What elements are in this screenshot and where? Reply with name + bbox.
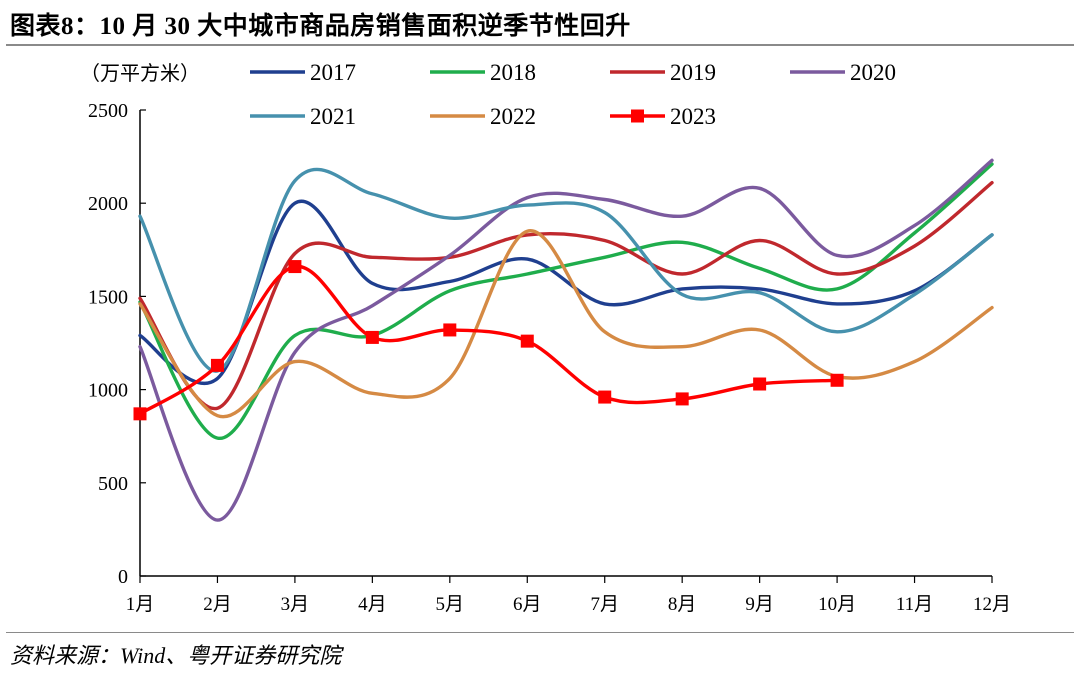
legend-label-2023: 2023 <box>670 104 716 129</box>
series-line-2021 <box>138 167 994 373</box>
x-tick-label: 5月 <box>436 594 465 615</box>
data-point-2023-6月 <box>520 334 534 348</box>
y-tick-label: 1500 <box>88 286 128 308</box>
legend-label-2020: 2020 <box>850 60 896 85</box>
legend-label-2019: 2019 <box>670 60 716 85</box>
data-point-2023-5月 <box>443 323 457 337</box>
x-tick-label: 10月 <box>818 594 856 615</box>
legend-marker-2023 <box>631 109 644 123</box>
series-markers <box>133 260 844 421</box>
legend: 2017 2018 2019 2020 2021 2022 2023 <box>250 60 896 129</box>
x-tick-label: 6月 <box>513 594 542 615</box>
data-point-2023-8月 <box>675 392 689 406</box>
series-line-2017 <box>138 199 994 386</box>
x-tick-label: 1月 <box>126 594 155 615</box>
data-point-2023-2月 <box>210 358 224 372</box>
source-divider <box>6 632 1074 633</box>
y-tick-label: 2000 <box>88 193 128 215</box>
x-tick-label: 9月 <box>745 594 774 615</box>
legend-label-2022: 2022 <box>490 104 536 129</box>
series-line-2020 <box>138 158 994 522</box>
data-point-2023-3月 <box>288 260 302 274</box>
y-axis-label: （万平方米） <box>80 62 200 85</box>
x-tick-label: 4月 <box>358 594 387 615</box>
source-note: 资料来源：Wind、粤开证券研究院 <box>10 643 342 668</box>
y-tick-label: 1000 <box>88 380 128 402</box>
y-tick-label: 500 <box>98 473 128 495</box>
title-divider <box>6 44 1074 46</box>
legend-label-2017: 2017 <box>310 60 356 85</box>
x-tick-label: 11月 <box>896 594 933 615</box>
x-tick-label: 3月 <box>281 594 310 615</box>
figure-title: 图表8：10 月 30 大中城市商品房销售面积逆季节性回升 <box>10 13 631 40</box>
y-tick-label: 0 <box>118 566 128 588</box>
x-tick-label: 8月 <box>668 594 697 615</box>
data-point-2023-10月 <box>830 373 844 387</box>
axes: 0 500 1000 1500 2000 2500 1月 2月 3月 4月 5月 6月 7月 8月 9月 10… <box>88 100 1011 615</box>
x-tick-label: 12月 <box>973 594 1011 615</box>
legend-label-2018: 2018 <box>490 60 536 85</box>
series-lines <box>138 158 994 522</box>
data-point-2023-1月 <box>133 407 147 421</box>
legend-label-2021: 2021 <box>310 104 356 129</box>
series-line-2023 <box>138 264 839 416</box>
series-line-2018 <box>138 162 994 440</box>
x-tick-label: 2月 <box>203 594 232 615</box>
data-point-2023-9月 <box>753 377 767 391</box>
data-point-2023-4月 <box>365 330 379 344</box>
y-tick-label: 2500 <box>88 100 128 122</box>
data-point-2023-7月 <box>598 390 612 404</box>
x-tick-label: 7月 <box>590 594 619 615</box>
